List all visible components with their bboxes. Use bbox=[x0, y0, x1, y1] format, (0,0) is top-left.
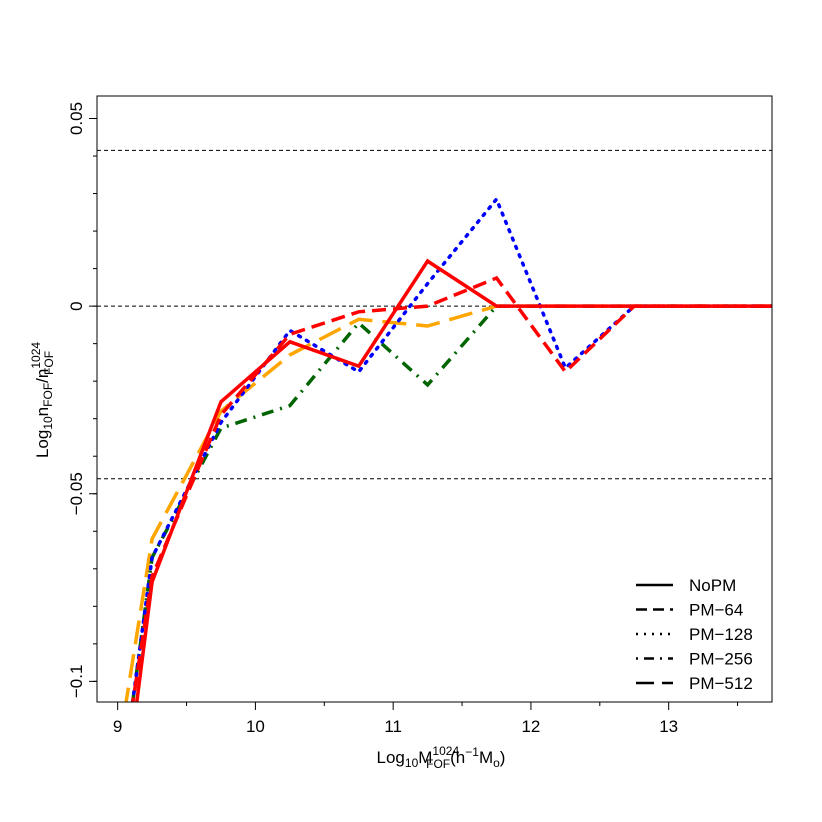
x-axis-title: Log10M1024 FOF(h−1Mo) bbox=[377, 744, 506, 771]
legend-label: PM−64 bbox=[689, 601, 743, 620]
y-tick-label: 0 bbox=[67, 301, 86, 310]
x-tick-label: 13 bbox=[659, 717, 678, 736]
reference-lines bbox=[97, 149, 772, 480]
legend-label: NoPM bbox=[689, 576, 736, 595]
legend-label: PM−128 bbox=[689, 625, 753, 644]
series-line-pm128 bbox=[130, 195, 772, 702]
plot-frame bbox=[96, 95, 773, 703]
legend-label: PM−256 bbox=[689, 650, 753, 669]
legend: NoPM PM−64 PM−128 PM−256 PM−512 bbox=[636, 576, 753, 693]
series-line-pm64 bbox=[131, 275, 772, 702]
legend-label: PM−512 bbox=[689, 674, 753, 693]
y-axis: 0.05 0 −0.05 −0.1 bbox=[67, 102, 97, 698]
series-line-nopm bbox=[135, 258, 772, 702]
y-tick-label: −0.1 bbox=[67, 665, 86, 699]
y-axis-title: Log10nFOF/n1024FOF bbox=[29, 342, 56, 458]
series-line-pm512 bbox=[124, 304, 772, 702]
x-tick-label: 12 bbox=[521, 717, 540, 736]
series-group bbox=[124, 195, 772, 702]
x-tick-label: 11 bbox=[384, 717, 402, 736]
x-tick-label: 9 bbox=[113, 717, 122, 736]
y-tick-label: 0.05 bbox=[67, 102, 86, 135]
x-axis: 9 10 11 12 13 bbox=[113, 702, 739, 736]
x-tick-label: 10 bbox=[246, 717, 265, 736]
y-tick-label: −0.05 bbox=[67, 472, 86, 515]
series-line-pm256 bbox=[130, 304, 772, 702]
